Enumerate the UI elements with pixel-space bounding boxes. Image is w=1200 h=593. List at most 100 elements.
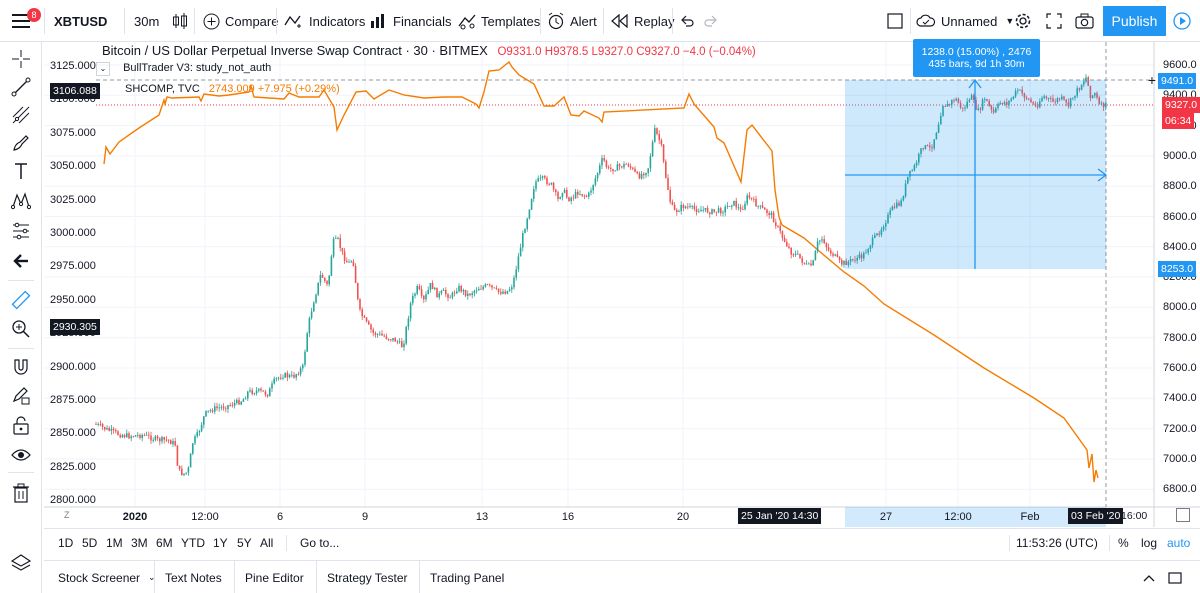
play-button[interactable] [1173, 0, 1191, 42]
range-1m[interactable]: 1M [106, 536, 123, 550]
trend-line-tool[interactable] [8, 74, 34, 100]
fib-tool[interactable] [8, 102, 34, 128]
price-candle-body [495, 287, 498, 289]
remove-drawings-tool[interactable] [8, 480, 34, 506]
range-6m[interactable]: 6M [156, 536, 173, 550]
hide-drawings-tool[interactable] [8, 442, 34, 468]
right-axis-tag-high: 9491.0 [1158, 73, 1197, 89]
price-candle-body [629, 166, 632, 168]
percent-toggle[interactable]: % [1118, 536, 1129, 550]
menu-button[interactable] [12, 0, 30, 42]
snapshot-button[interactable] [1075, 0, 1094, 42]
interval-button[interactable]: 30m [134, 13, 160, 29]
price-candle-body [999, 103, 1001, 105]
tab-strategy-tester[interactable]: Strategy Tester [316, 561, 407, 593]
range-ytd[interactable]: YTD [181, 536, 205, 550]
price-candle-body [315, 294, 317, 303]
range-5d[interactable]: 5D [82, 536, 98, 550]
price-candle-body [156, 436, 159, 439]
measure-tool[interactable] [8, 287, 34, 313]
price-candle-body [176, 445, 179, 466]
price-candle-body [227, 405, 229, 410]
price-candle-body [387, 338, 390, 340]
magnet-icon [14, 359, 28, 375]
price-candle-body [988, 101, 990, 106]
crosshair-tool[interactable] [8, 46, 34, 72]
price-candle-body [625, 163, 627, 165]
chart-style-button[interactable] [172, 0, 188, 42]
price-candle-body [115, 430, 117, 432]
tab-trading-panel[interactable]: Trading Panel [419, 561, 504, 593]
axis-settings-icon[interactable] [1176, 508, 1190, 522]
select-layout-button[interactable] [887, 0, 903, 42]
financials-button[interactable]: Financials [370, 0, 452, 42]
alert-button[interactable]: Alert [547, 0, 597, 42]
price-chart[interactable] [44, 42, 1200, 527]
price-candle-body [559, 197, 561, 199]
range-3m[interactable]: 3M [131, 536, 148, 550]
prediction-tool[interactable] [8, 218, 34, 244]
price-candle-body [874, 235, 876, 238]
price-candle-body [651, 141, 654, 157]
price-candle-body [405, 326, 407, 344]
pencil-lock-icon [12, 387, 30, 405]
indicators-button[interactable]: Indicators [284, 0, 365, 42]
redo-button[interactable] [704, 0, 718, 42]
add-plus-icon[interactable]: + [1147, 72, 1157, 88]
goto-button[interactable]: Go to... [300, 536, 340, 550]
right-axis-label: 8800.0 [1163, 180, 1197, 193]
replay-button[interactable]: Replay [611, 0, 674, 42]
tab-stock-screener[interactable]: Stock Screener ⌄ [58, 561, 156, 593]
range-1d[interactable]: 1D [58, 536, 74, 550]
price-candle-body [174, 441, 176, 446]
price-candle-body [117, 431, 119, 436]
log-toggle[interactable]: log [1141, 536, 1158, 550]
undo-icon [681, 15, 694, 27]
compare-button[interactable]: Compare [203, 0, 278, 42]
tab-text-notes[interactable]: Text Notes [154, 561, 222, 593]
redo-icon [704, 15, 717, 27]
pattern-icon [11, 192, 31, 210]
indicator-row[interactable]: ⌄ BullTrader V3: study_not_auth [96, 62, 271, 76]
price-candle-body [1045, 96, 1048, 99]
range-all[interactable]: All [260, 536, 274, 550]
settings-button[interactable] [1014, 0, 1032, 42]
price-candle-body [445, 289, 447, 295]
price-candle-body [720, 208, 722, 214]
price-candle-body [786, 241, 788, 247]
magnet-tool[interactable] [8, 354, 34, 380]
price-candle-body [354, 265, 357, 284]
price-candle-body [317, 282, 319, 295]
tab-pine-editor[interactable]: Pine Editor [234, 561, 304, 593]
range-5y[interactable]: 5Y [237, 536, 252, 550]
maximize-panel-button[interactable] [1168, 561, 1182, 593]
templates-button[interactable]: Templates [458, 0, 540, 42]
price-candle-body [1050, 98, 1052, 99]
symbol-search[interactable]: XBTUSD [54, 13, 108, 29]
price-candle-body [599, 165, 601, 174]
fullscreen-button[interactable] [1046, 0, 1062, 42]
collapse-chevron-icon[interactable]: ⌄ [96, 62, 110, 76]
lock-drawings-tool[interactable] [8, 412, 34, 438]
zoom-in-icon [12, 320, 30, 338]
price-candle-body [467, 293, 469, 296]
auto-toggle[interactable]: auto [1167, 536, 1191, 550]
range-1y[interactable]: 1Y [213, 536, 228, 550]
pattern-tool[interactable] [8, 188, 34, 214]
price-candle-body [726, 205, 729, 207]
price-candle-body [698, 211, 700, 213]
collapse-panel-button[interactable] [1142, 561, 1156, 593]
publish-button[interactable]: Publish [1103, 6, 1166, 36]
notification-badge: 8 [27, 8, 41, 22]
undo-button[interactable] [680, 0, 694, 42]
stay-drawing-tool[interactable] [8, 382, 34, 408]
text-tool[interactable] [8, 158, 34, 184]
hide-toolbar-button[interactable] [8, 248, 34, 274]
zoom-tool[interactable] [8, 316, 34, 342]
price-candle-body [915, 162, 918, 166]
brush-tool[interactable] [8, 130, 34, 156]
object-tree-button[interactable] [8, 550, 34, 576]
layout-name-button[interactable]: Unnamed ▼ [916, 0, 1014, 42]
price-candle-body [1105, 102, 1107, 108]
price-candle-body [704, 207, 707, 210]
